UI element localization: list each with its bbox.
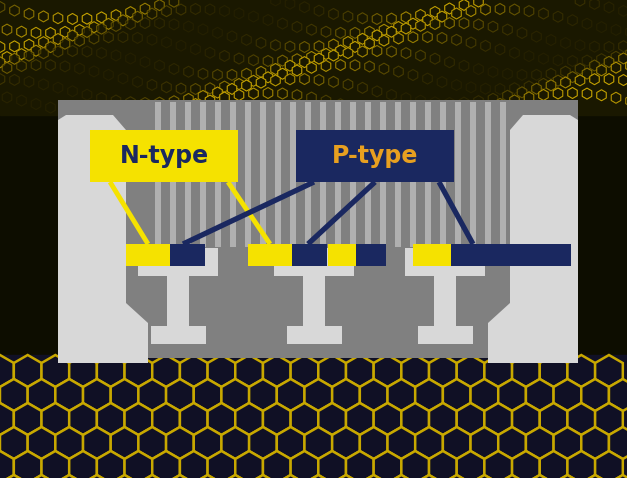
Bar bbox=[434, 276, 456, 326]
Bar bbox=[500, 102, 506, 247]
Bar bbox=[90, 130, 238, 182]
Bar bbox=[413, 244, 451, 266]
Bar bbox=[230, 102, 236, 247]
Bar bbox=[485, 102, 491, 247]
Bar bbox=[170, 102, 176, 247]
Bar bbox=[185, 102, 191, 247]
Bar bbox=[151, 326, 206, 344]
Bar bbox=[451, 244, 486, 266]
Bar bbox=[356, 244, 386, 266]
Bar bbox=[320, 102, 326, 247]
Bar bbox=[290, 102, 296, 247]
Bar bbox=[170, 244, 205, 266]
Bar bbox=[470, 102, 476, 247]
Bar bbox=[0, 0, 627, 115]
Bar bbox=[292, 244, 327, 266]
Bar bbox=[58, 100, 578, 358]
Bar bbox=[260, 102, 266, 247]
Bar bbox=[215, 102, 221, 247]
Text: P-type: P-type bbox=[332, 144, 418, 168]
Bar bbox=[410, 102, 416, 247]
Bar bbox=[425, 102, 431, 247]
Polygon shape bbox=[58, 115, 148, 363]
Bar bbox=[350, 102, 356, 247]
Bar bbox=[138, 248, 218, 276]
Bar bbox=[365, 102, 371, 247]
Bar bbox=[328, 244, 356, 266]
Bar bbox=[405, 248, 485, 276]
Bar bbox=[335, 102, 341, 247]
Bar bbox=[440, 102, 446, 247]
Bar bbox=[305, 102, 311, 247]
Bar bbox=[395, 102, 401, 247]
Bar bbox=[275, 102, 281, 247]
Bar bbox=[200, 102, 206, 247]
Bar bbox=[248, 244, 292, 266]
Bar bbox=[303, 276, 325, 326]
Bar bbox=[126, 244, 170, 266]
Bar bbox=[455, 102, 461, 247]
Bar bbox=[296, 130, 454, 182]
Bar bbox=[167, 276, 189, 326]
Bar bbox=[274, 248, 354, 276]
Bar bbox=[486, 244, 571, 266]
Bar bbox=[287, 326, 342, 344]
Bar bbox=[155, 102, 161, 247]
Bar bbox=[245, 102, 251, 247]
Polygon shape bbox=[488, 115, 578, 363]
Bar bbox=[418, 326, 473, 344]
Text: N-type: N-type bbox=[119, 144, 209, 168]
Bar bbox=[380, 102, 386, 247]
Bar bbox=[0, 355, 627, 478]
